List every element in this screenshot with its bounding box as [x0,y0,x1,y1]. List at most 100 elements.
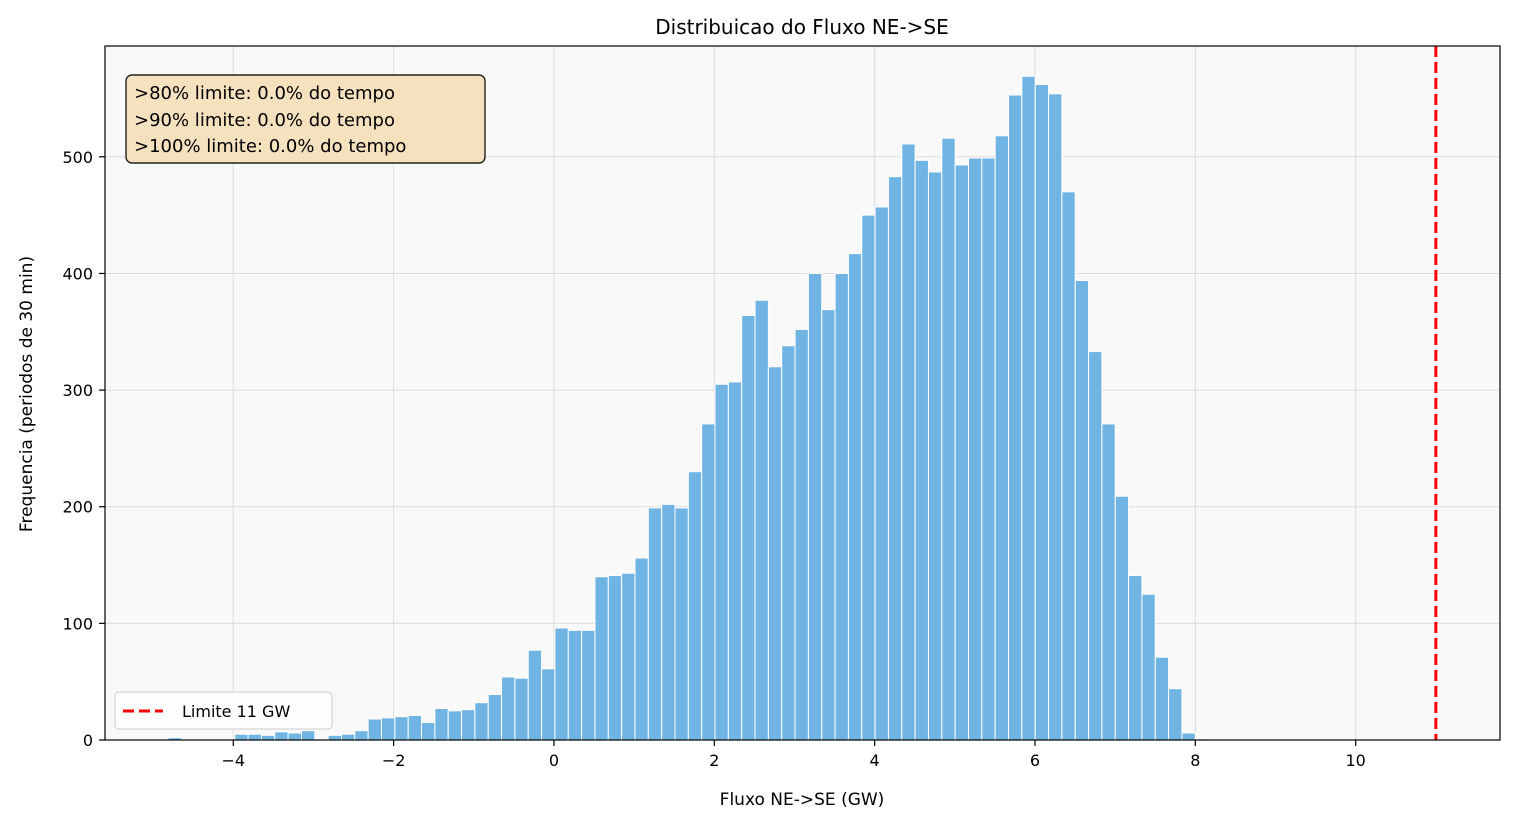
histogram-bar [621,572,636,741]
info-line-100: >100% limite: 0.0% do tempo [134,136,406,157]
histogram-bar [1114,495,1130,741]
histogram-bar [327,734,342,741]
histogram-bar [527,649,543,741]
histogram-bar [607,575,623,741]
histogram-bar [541,668,556,741]
histogram-bar [954,164,969,741]
histogram-bar [247,733,262,741]
y-tick-label: 200 [62,498,93,517]
y-tick-label: 300 [62,381,93,400]
histogram-bar [380,717,396,741]
histogram-bar [1154,656,1170,741]
legend-label-limit: Limite 11 GW [182,702,290,721]
histogram-bar [514,677,529,741]
histogram-bar [1034,83,1050,741]
histogram-bar [647,507,663,741]
histogram-bar [1061,191,1076,741]
histogram-bar [1168,688,1183,741]
x-tick-label: 6 [1030,751,1040,770]
histogram-bar [1088,351,1103,741]
histogram-bar [834,272,849,741]
histogram-bar [354,730,369,741]
histogram-bar [260,734,276,741]
histogram-bar [981,157,996,741]
histogram-bar [274,731,289,741]
x-axis-title: Fluxo NE->SE (GW) [720,790,885,810]
histogram-bar [794,328,809,741]
chart-title: Distribuicao do Fluxo NE->SE [655,15,949,39]
y-axis-ticks: 0 100 200 300 400 500 [62,148,105,750]
info-box-background [125,74,486,164]
info-box: >80% limite: 0.0% do tempo >90% limite: … [125,74,486,164]
histogram-bar [741,314,756,741]
histogram-bar [554,627,569,741]
histogram-bars [167,75,1210,741]
histogram-bar [941,137,956,741]
histogram-bar [367,718,382,741]
histogram-bar [847,253,863,741]
plot-frame [104,45,1501,741]
histogram-bar [927,171,943,741]
x-tick-label: 0 [549,751,559,770]
histogram-bar [674,507,689,741]
histogram-bar [701,423,716,741]
histogram-bar [1048,93,1063,741]
histogram-bar [807,272,823,741]
histogram-bar [634,557,649,741]
histogram-bar [887,176,903,741]
histogram-bar [501,676,516,741]
y-tick-label: 100 [62,614,93,633]
x-tick-label: 8 [1190,751,1200,770]
x-axis-ticks: −4 −2 0 2 4 6 8 10 [221,740,1366,770]
y-tick-label: 0 [83,731,93,750]
histogram-bar [727,381,743,741]
histogram-bar [661,503,676,741]
x-tick-label: −4 [221,751,245,770]
x-tick-label: 2 [709,751,719,770]
histogram-bar [407,715,423,741]
histogram-bar [234,733,249,741]
histogram-bar [1128,575,1143,741]
histogram-bar [287,732,302,741]
legend: Limite 11 GW [114,691,333,730]
histogram-bar [781,345,796,741]
histogram-bar [394,716,409,741]
histogram-bar [1101,423,1116,741]
histogram-bar [714,383,729,741]
info-line-90: >90% limite: 0.0% do tempo [134,110,395,131]
histogram-bar [901,143,916,741]
histogram-bar [1181,732,1196,741]
legend-frame [114,691,333,730]
histogram-bar [567,629,583,741]
y-tick-label: 400 [62,264,93,283]
histogram-bar [487,694,503,741]
histogram-bar [300,730,316,741]
histogram-bar [474,702,489,741]
x-tick-label: 4 [870,751,880,770]
histogram-bar [1021,75,1036,741]
x-tick-label: 10 [1346,751,1366,770]
histogram-bar [861,214,876,741]
x-tick-label: −2 [382,751,406,770]
histogram-bar [687,471,703,741]
histogram-bar [581,629,596,741]
histogram-bar [461,709,476,741]
histogram-bar [340,733,356,741]
histogram-bar [967,157,983,741]
histogram-bar [1008,94,1023,741]
histogram-bar [594,576,609,741]
histogram-bar [447,710,463,741]
histogram-bar [1141,593,1156,741]
histogram-bar [754,299,769,741]
histogram-bar [767,366,783,741]
histogram-bar [1074,279,1090,741]
histogram-bar [914,159,929,741]
histogram-bar [821,309,836,741]
info-line-80: >80% limite: 0.0% do tempo [134,83,395,104]
histogram-bar [421,722,436,741]
y-axis-title: Frequencia (periodos de 30 min) [17,256,37,532]
y-tick-label: 500 [62,148,93,167]
histogram-bar [994,135,1010,741]
histogram-bar [874,206,889,741]
